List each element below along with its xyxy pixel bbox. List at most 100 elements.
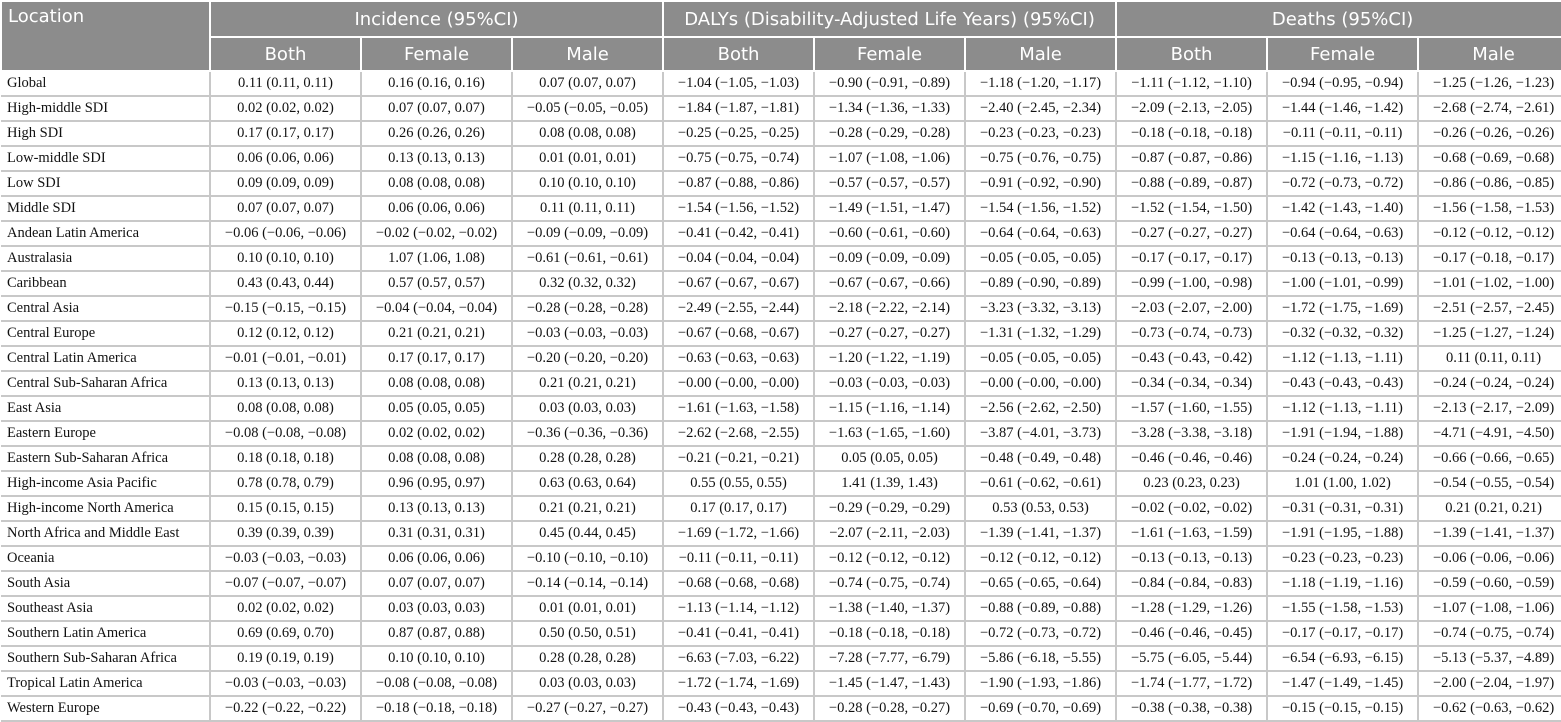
cell-dalys-male: −0.05 (−0.05, −0.05): [965, 346, 1118, 372]
cell-deaths-male: −0.74 (−0.75, −0.74): [1418, 621, 1561, 647]
cell-location: Eastern Europe: [1, 421, 211, 447]
cell-dalys-female: −0.67 (−0.67, −0.66): [814, 271, 967, 297]
cell-deaths-both: −1.57 (−1.60, −1.55): [1116, 396, 1269, 422]
cell-incidence-male: −0.61 (−0.61, −0.61): [512, 246, 665, 272]
table-row: Low-middle SDI 0.06 (0.06, 0.06) 0.13 (0.1…: [1, 146, 1561, 172]
cell-deaths-male: −0.06 (−0.06, −0.06): [1418, 546, 1561, 572]
subheader-dalys-female: Female: [813, 36, 967, 72]
cell-incidence-male: 0.10 (0.10, 0.10): [512, 171, 665, 197]
cell-deaths-female: −1.15 (−1.16, −1.13): [1267, 146, 1420, 172]
table-row: Oceania −0.03 (−0.03, −0.03) 0.06 (0.06, 0…: [1, 546, 1561, 572]
cell-deaths-female: −1.12 (−1.13, −1.11): [1267, 396, 1420, 422]
cell-incidence-female: 0.26 (0.26, 0.26): [361, 121, 513, 147]
cell-dalys-both: −0.00 (−0.00, −0.00): [663, 371, 816, 397]
table-row: Southern Sub-Saharan Africa 0.19 (0.19, 0…: [1, 646, 1561, 672]
cell-incidence-both: 0.06 (0.06, 0.06): [210, 146, 362, 172]
cell-dalys-both: −0.11 (−0.11, −0.11): [663, 546, 816, 572]
cell-deaths-male: −0.59 (−0.60, −0.59): [1418, 571, 1561, 597]
cell-incidence-both: −0.03 (−0.03, −0.03): [210, 546, 362, 572]
cell-dalys-both: −0.04 (−0.04, −0.04): [663, 246, 816, 272]
table-row: Eastern Sub-Saharan Africa 0.18 (0.18, 0.…: [1, 446, 1561, 472]
group-header-dalys: DALYs (Disability-Adjusted Life Years) (…: [662, 0, 1118, 38]
cell-deaths-both: −3.28 (−3.38, −3.18): [1116, 421, 1269, 447]
cell-deaths-female: −1.00 (−1.01, −0.99): [1267, 271, 1420, 297]
cell-dalys-female: −1.45 (−1.47, −1.43): [814, 671, 967, 697]
cell-incidence-male: 0.07 (0.07, 0.07): [512, 71, 665, 97]
cell-deaths-both: −0.43 (−0.43, −0.42): [1116, 346, 1269, 372]
cell-incidence-female: 0.13 (0.13, 0.13): [361, 146, 513, 172]
cell-dalys-female: −1.20 (−1.22, −1.19): [814, 346, 967, 372]
cell-incidence-female: 0.08 (0.08, 0.08): [361, 446, 513, 472]
cell-incidence-both: −0.07 (−0.07, −0.07): [210, 571, 362, 597]
cell-location: Australasia: [1, 246, 211, 272]
cell-location: High-income North America: [1, 496, 211, 522]
cell-dalys-female: −0.28 (−0.29, −0.28): [814, 121, 967, 147]
cell-deaths-female: −1.47 (−1.49, −1.45): [1267, 671, 1420, 697]
cell-incidence-female: 0.31 (0.31, 0.31): [361, 521, 513, 547]
cell-incidence-male: −0.27 (−0.27, −0.27): [512, 696, 665, 722]
cell-incidence-both: 0.08 (0.08, 0.08): [210, 396, 362, 422]
cell-deaths-female: −0.13 (−0.13, −0.13): [1267, 246, 1420, 272]
cell-deaths-male: −1.07 (−1.08, −1.06): [1418, 596, 1561, 622]
cell-deaths-female: −0.11 (−0.11, −0.11): [1267, 121, 1420, 147]
cell-dalys-both: −1.04 (−1.05, −1.03): [663, 71, 816, 97]
cell-dalys-male: −0.91 (−0.92, −0.90): [965, 171, 1118, 197]
cell-deaths-both: 0.23 (0.23, 0.23): [1116, 471, 1269, 497]
cell-deaths-male: −0.17 (−0.18, −0.17): [1418, 246, 1561, 272]
cell-incidence-female: 0.06 (0.06, 0.06): [361, 546, 513, 572]
cell-dalys-both: −0.67 (−0.68, −0.67): [663, 321, 816, 347]
cell-deaths-male: −1.01 (−1.02, −1.00): [1418, 271, 1561, 297]
subheader-dalys-male: Male: [964, 36, 1118, 72]
cell-dalys-male: −2.56 (−2.62, −2.50): [965, 396, 1118, 422]
cell-dalys-female: −0.12 (−0.12, −0.12): [814, 546, 967, 572]
cell-incidence-male: 0.45 (0.44, 0.45): [512, 521, 665, 547]
cell-deaths-male: −0.24 (−0.24, −0.24): [1418, 371, 1561, 397]
table-row: Low SDI 0.09 (0.09, 0.09) 0.08 (0.08, 0.08…: [1, 171, 1561, 197]
cell-dalys-female: −0.27 (−0.27, −0.27): [814, 321, 967, 347]
cell-location: East Asia: [1, 396, 211, 422]
cell-dalys-male: −0.23 (−0.23, −0.23): [965, 121, 1118, 147]
cell-location: Global: [1, 71, 211, 97]
cell-location: Central Latin America: [1, 346, 211, 372]
cell-dalys-both: −1.61 (−1.63, −1.58): [663, 396, 816, 422]
cell-dalys-both: −1.72 (−1.74, −1.69): [663, 671, 816, 697]
cell-incidence-female: −0.18 (−0.18, −0.18): [361, 696, 513, 722]
cell-deaths-female: −1.55 (−1.58, −1.53): [1267, 596, 1420, 622]
cell-incidence-both: 0.02 (0.02, 0.02): [210, 96, 362, 122]
cell-incidence-male: 0.03 (0.03, 0.03): [512, 396, 665, 422]
cell-dalys-female: −1.34 (−1.36, −1.33): [814, 96, 967, 122]
cell-location: Oceania: [1, 546, 211, 572]
cell-deaths-both: −0.73 (−0.74, −0.73): [1116, 321, 1269, 347]
cell-deaths-male: 0.11 (0.11, 0.11): [1418, 346, 1561, 372]
cell-dalys-female: −1.49 (−1.51, −1.47): [814, 196, 967, 222]
cell-deaths-both: −2.09 (−2.13, −2.05): [1116, 96, 1269, 122]
cell-incidence-male: −0.36 (−0.36, −0.36): [512, 421, 665, 447]
cell-incidence-male: −0.10 (−0.10, −0.10): [512, 546, 665, 572]
cell-dalys-male: −1.54 (−1.56, −1.52): [965, 196, 1118, 222]
cell-dalys-male: −5.86 (−6.18, −5.55): [965, 646, 1118, 672]
cell-dalys-both: −0.25 (−0.25, −0.25): [663, 121, 816, 147]
table-row: Caribbean 0.43 (0.43, 0.44) 0.57 (0.57, 0.…: [1, 271, 1561, 297]
cell-deaths-both: −0.27 (−0.27, −0.27): [1116, 221, 1269, 247]
cell-deaths-male: −0.54 (−0.55, −0.54): [1418, 471, 1561, 497]
cell-dalys-both: −1.69 (−1.72, −1.66): [663, 521, 816, 547]
cell-location: South Asia: [1, 571, 211, 597]
subheader-deaths-both: Both: [1115, 36, 1269, 72]
table-row: East Asia 0.08 (0.08, 0.08) 0.05 (0.05, 0.…: [1, 396, 1561, 422]
cell-location: Andean Latin America: [1, 221, 211, 247]
cell-deaths-male: −2.68 (−2.74, −2.61): [1418, 96, 1561, 122]
cell-deaths-male: −1.25 (−1.26, −1.23): [1418, 71, 1561, 97]
cell-incidence-male: −0.28 (−0.28, −0.28): [512, 296, 665, 322]
cell-deaths-both: −0.38 (−0.38, −0.38): [1116, 696, 1269, 722]
table-row: Southeast Asia 0.02 (0.02, 0.02) 0.03 (0.0…: [1, 596, 1561, 622]
cell-incidence-male: −0.20 (−0.20, −0.20): [512, 346, 665, 372]
cell-incidence-both: −0.03 (−0.03, −0.03): [210, 671, 362, 697]
table-row: Central Europe 0.12 (0.12, 0.12) 0.21 (0.2…: [1, 321, 1561, 347]
cell-incidence-female: 0.16 (0.16, 0.16): [361, 71, 513, 97]
cell-incidence-female: −0.04 (−0.04, −0.04): [361, 296, 513, 322]
cell-deaths-male: −0.68 (−0.69, −0.68): [1418, 146, 1561, 172]
cell-deaths-male: −0.12 (−0.12, −0.12): [1418, 221, 1561, 247]
table-row: High-middle SDI 0.02 (0.02, 0.02) 0.07 (0.…: [1, 96, 1561, 122]
cell-dalys-male: −0.65 (−0.65, −0.64): [965, 571, 1118, 597]
cell-deaths-both: −0.46 (−0.46, −0.46): [1116, 446, 1269, 472]
